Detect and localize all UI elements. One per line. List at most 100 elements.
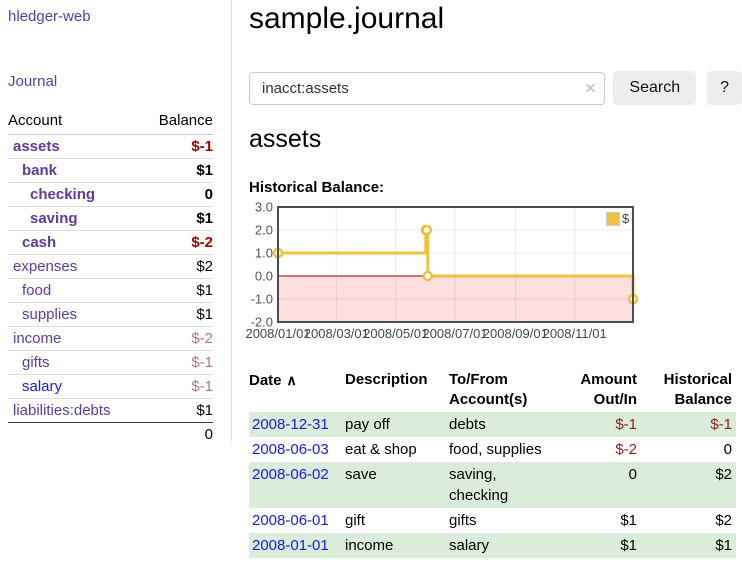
transaction-amount: $-2: [615, 441, 637, 458]
account-row: liabilities:debts $1: [8, 399, 213, 423]
account-heading: assets: [249, 125, 322, 153]
search-button[interactable]: Search: [613, 71, 697, 105]
y-axis-tick-label: -2.0: [250, 314, 273, 330]
legend-swatch-icon: [606, 212, 620, 226]
account-balance: $1: [142, 158, 213, 183]
transaction-accounts: debts: [449, 416, 486, 433]
register-row: 2008-06-02 save saving, checking 0 $2: [249, 462, 736, 508]
account-link-food[interactable]: food: [22, 282, 52, 299]
account-balance: $-1: [142, 134, 213, 159]
account-link-salary[interactable]: salary: [22, 378, 63, 395]
account-row: saving $1: [8, 206, 213, 231]
account-balance: $-1: [142, 350, 213, 375]
col-header-date[interactable]: Date ∧: [249, 372, 297, 389]
account-link-cash[interactable]: cash: [22, 234, 57, 251]
transaction-accounts: saving, checking: [449, 466, 509, 504]
account-link-supplies[interactable]: supplies: [22, 306, 78, 323]
sidebar-item-journal[interactable]: Journal: [8, 73, 58, 90]
y-axis-tick-label: 2.0: [254, 222, 273, 238]
account-row: supplies $1: [8, 302, 213, 327]
app-brand-link[interactable]: hledger-web: [8, 8, 91, 25]
transaction-accounts: gifts: [449, 512, 477, 529]
transaction-date-link[interactable]: 2008-06-02: [252, 466, 329, 483]
historical-balance-chart: $ 3.0 2.0 1.0 0.0 -1.0 -2.0 2008/01/01 2008/03/…: [245, 201, 742, 351]
account-link-income[interactable]: income: [13, 330, 62, 347]
page-title: sample.journal: [249, 2, 445, 35]
transaction-description: gift: [345, 512, 366, 529]
accounts-col-header-account: Account: [8, 110, 143, 135]
register-row: 2008-12-31 pay off debts $-1 $-1: [249, 412, 736, 437]
search-help-button[interactable]: ?: [707, 71, 742, 105]
transaction-accounts: food, supplies: [449, 441, 542, 458]
x-axis-tick-label: 2008/11/01: [542, 326, 607, 341]
register-table: Date ∧ Description To/From Account(s) Amo…: [249, 368, 736, 558]
transaction-amount: $1: [620, 537, 637, 554]
account-row: income $-2: [8, 326, 213, 351]
account-link-bank[interactable]: bank: [22, 162, 58, 179]
search-form: × Search ?: [249, 71, 742, 105]
transaction-description: eat & shop: [345, 441, 417, 458]
account-balance: $-2: [142, 230, 213, 255]
account-link-saving[interactable]: saving: [30, 210, 78, 227]
legend-label: $: [622, 211, 630, 226]
account-balance: $2: [142, 254, 213, 279]
account-link-checking[interactable]: checking: [30, 186, 96, 203]
main-content: sample.journal × Search ? assets Histori…: [245, 0, 742, 558]
register-row: 2008-06-03 eat & shop food, supplies $-2…: [249, 437, 736, 462]
account-row: cash $-2: [8, 230, 213, 255]
x-axis-tick-label: 2008/01/01: [245, 326, 311, 341]
register-header-row: Date ∧ Description To/From Account(s) Amo…: [249, 368, 736, 412]
transaction-date-link[interactable]: 2008-01-01: [252, 537, 329, 554]
account-balance: $-2: [142, 326, 213, 351]
account-row: checking 0: [8, 182, 213, 207]
col-header-balance: Historical Balance: [663, 371, 732, 408]
y-axis-tick-label: -1.0: [250, 291, 273, 307]
sidebar: hledger-web Journal Account Balance asse…: [0, 0, 232, 446]
transaction-balance: $-1: [710, 416, 732, 433]
balance-chart-svg: [272, 206, 639, 323]
transaction-date-link[interactable]: 2008-12-31: [252, 416, 329, 433]
transaction-amount: 0: [628, 466, 637, 483]
account-link-liabilities-debts[interactable]: liabilities:debts: [13, 402, 111, 419]
transaction-date-link[interactable]: 2008-06-03: [252, 441, 329, 458]
clear-search-icon[interactable]: ×: [585, 78, 596, 98]
account-link-gifts[interactable]: gifts: [22, 354, 50, 371]
accounts-col-header-balance: Balance: [142, 110, 213, 135]
chart-legend: $: [605, 211, 631, 226]
col-header-description: Description: [345, 371, 428, 388]
y-axis-tick-label: 3.0: [254, 199, 273, 215]
account-row: food $1: [8, 278, 213, 303]
accounts-total-balance: 0: [142, 422, 213, 446]
account-row: bank $1: [8, 158, 213, 183]
transaction-description: income: [345, 537, 394, 554]
sort-asc-icon: ∧: [286, 372, 297, 388]
chart-title: Historical Balance:: [249, 179, 385, 196]
col-header-accounts: To/From Account(s): [449, 371, 528, 408]
account-link-assets[interactable]: assets: [13, 138, 60, 155]
account-row: assets $-1: [8, 134, 213, 159]
transaction-balance: $1: [715, 537, 732, 554]
transaction-balance: $2: [715, 512, 732, 529]
transaction-balance: $2: [715, 466, 732, 483]
register-row: 2008-06-01 gift gifts $1 $2: [249, 508, 736, 533]
y-axis-tick-label: 0.0: [254, 268, 273, 284]
account-balance: $1: [142, 206, 213, 231]
account-link-expenses[interactable]: expenses: [13, 258, 78, 275]
search-input[interactable]: [249, 71, 606, 105]
account-row: gifts $-1: [8, 350, 213, 375]
transaction-balance: 0: [723, 441, 732, 458]
account-row: expenses $2: [8, 254, 213, 279]
transaction-amount: $1: [620, 512, 637, 529]
register-row: 2008-01-01 income salary $1 $1: [249, 533, 736, 558]
account-balance: $1: [142, 302, 213, 327]
transaction-date-link[interactable]: 2008-06-01: [252, 512, 329, 529]
accounts-total-row: 0: [8, 422, 213, 446]
account-balance: 0: [142, 182, 213, 207]
col-header-amount: Amount Out/In: [580, 371, 637, 408]
account-row: salary $-1: [8, 374, 213, 399]
transaction-description: pay off: [345, 416, 390, 433]
account-balance: $1: [142, 278, 213, 303]
account-balance: $-1: [142, 374, 213, 399]
transaction-accounts: salary: [449, 537, 490, 554]
accounts-table: Account Balance assets $-1 bank $1 check…: [8, 110, 213, 446]
